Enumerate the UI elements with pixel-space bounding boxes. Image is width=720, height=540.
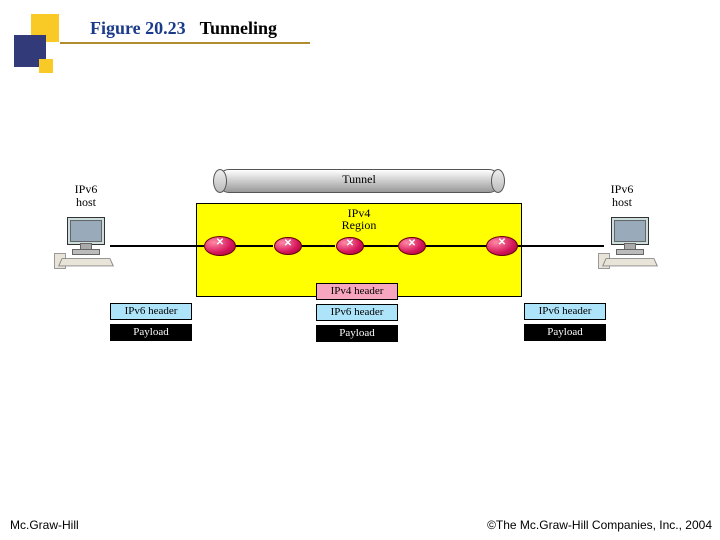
tunnel-label: Tunnel — [219, 172, 499, 187]
host-label: IPv6host — [66, 183, 106, 209]
packet-layer: Payload — [524, 324, 606, 341]
monitor-icon — [67, 217, 105, 245]
packet-layer: IPv6 header — [110, 303, 192, 320]
figure-number: Figure 20.23 — [90, 18, 186, 38]
link-line — [110, 245, 204, 247]
screen-icon — [70, 220, 102, 242]
router-icon: ✕ — [204, 236, 236, 256]
packet-layer: IPv4 header — [316, 283, 398, 300]
router-x-icon: ✕ — [487, 237, 517, 248]
router-icon: ✕ — [398, 237, 426, 255]
packet-layer: IPv6 header — [524, 303, 606, 320]
computer-icon — [60, 217, 110, 262]
router-x-icon: ✕ — [399, 238, 425, 249]
packet-layer: IPv6 header — [316, 304, 398, 321]
link-line — [230, 245, 273, 247]
tunneling-diagram: Tunnel IPv4 Region ✕✕✕✕✕ IPv6hostIPv6hos… — [78, 175, 638, 355]
router-x-icon: ✕ — [337, 238, 363, 249]
region-label-2: Region — [342, 218, 377, 232]
packet-layer: Payload — [316, 325, 398, 342]
host-label: IPv6host — [602, 183, 642, 209]
footer-left: Mc.Graw-Hill — [10, 518, 79, 532]
packet-stack: IPv6 header Payload — [110, 303, 192, 345]
screen-icon — [614, 220, 646, 242]
router-icon: ✕ — [486, 236, 518, 256]
footer-right: ©The Mc.Graw-Hill Companies, Inc., 2004 — [487, 518, 712, 532]
packet-stack: IPv6 header Payload — [524, 303, 606, 345]
router-icon: ✕ — [274, 237, 302, 255]
monitor-icon — [611, 217, 649, 245]
tunnel-cylinder: Tunnel — [218, 169, 500, 193]
router-icon: ✕ — [336, 237, 364, 255]
keyboard-icon — [602, 258, 658, 266]
figure-name: Tunneling — [200, 18, 277, 38]
router-x-icon: ✕ — [275, 238, 301, 249]
keyboard-icon — [58, 258, 114, 266]
title-underline — [60, 42, 310, 44]
logo-square — [39, 59, 53, 73]
packet-stack: IPv4 header IPv6 header Payload — [316, 283, 398, 346]
figure-title: Figure 20.23 Tunneling — [90, 18, 277, 39]
computer-icon — [604, 217, 654, 262]
link-line — [512, 245, 604, 247]
region-label: IPv4 Region — [197, 207, 521, 231]
link-line — [420, 245, 487, 247]
packet-layer: Payload — [110, 324, 192, 341]
router-x-icon: ✕ — [205, 237, 235, 248]
